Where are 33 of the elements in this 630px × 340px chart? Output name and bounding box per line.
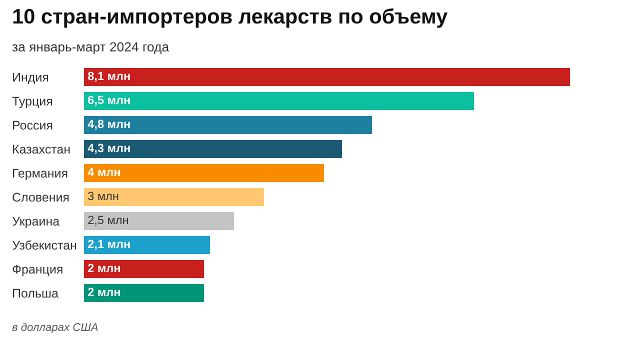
y-tick-label: Польша	[13, 288, 58, 298]
data-label: 4 млн	[88, 168, 120, 176]
y-tick-label: Россия	[13, 120, 52, 130]
y-tick-label: Украина	[12, 216, 60, 228]
data-label: 2,1 млн	[88, 240, 130, 250]
data-label: 4,8 млн	[88, 120, 130, 130]
bar	[84, 188, 264, 206]
bar	[84, 164, 324, 182]
data-label: 6,5 млн	[88, 96, 130, 106]
y-tick-label: Словения	[12, 192, 69, 202]
y-tick-label: Турция	[12, 96, 52, 108]
bar	[84, 92, 474, 110]
data-label: 2 млн	[88, 264, 120, 272]
bar	[84, 116, 372, 134]
chart-subtitle: за январь-март 2024 года	[12, 42, 170, 54]
y-tick-label: Индия	[13, 72, 48, 84]
y-tick-label: Франция	[12, 264, 62, 276]
data-label: 2 млн	[88, 288, 120, 296]
y-tick-label: Узбекистан	[12, 240, 76, 250]
data-label: 4,3 млн	[88, 144, 130, 154]
data-label: 8,1 млн	[88, 72, 130, 82]
y-tick-label: Казахстан	[13, 144, 70, 154]
y-tick-label: Германия	[13, 168, 68, 180]
data-label: 3 млн	[88, 192, 118, 200]
chart-title: 10 стран-импортеров лекарств по объему	[13, 8, 448, 28]
bar	[84, 236, 210, 254]
bar	[84, 260, 204, 278]
bar	[84, 212, 234, 230]
bar	[84, 140, 342, 158]
data-label: 2,5 млн	[88, 216, 128, 226]
bar	[84, 68, 570, 86]
text: в долларах США	[12, 322, 98, 334]
bar	[84, 284, 204, 302]
